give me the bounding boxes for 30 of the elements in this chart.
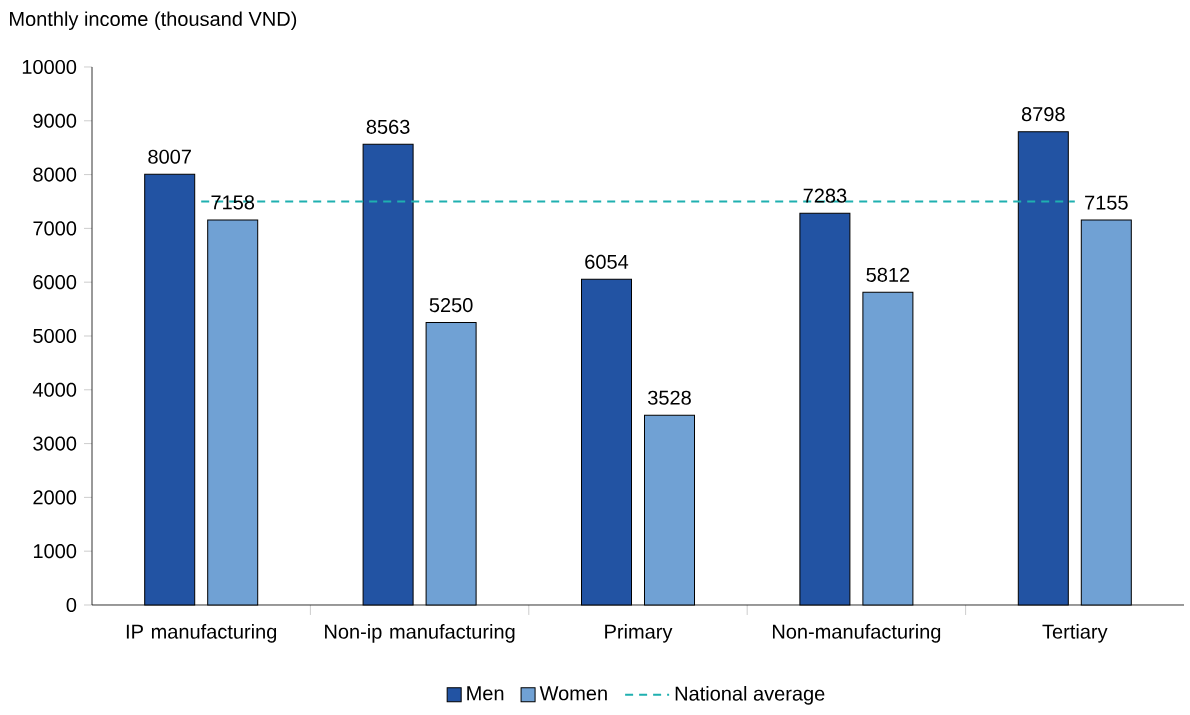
x-tick-label: IP manufacturing (126, 624, 277, 643)
x-tick-label: Primary (605, 624, 673, 643)
y-tick-label: 6000 (33, 275, 77, 290)
x-tick-label: Non-ip manufacturing (325, 624, 515, 643)
data-label: 8007 (148, 149, 191, 164)
y-tick-label: 8000 (33, 167, 77, 182)
y-tick-label: 4000 (32, 382, 77, 397)
y-tick-label: 10000 (22, 59, 77, 75)
x-tick-label: Non-manufacturing (772, 624, 941, 643)
data-label: 7283 (803, 188, 847, 203)
legend-label: Women (539, 686, 607, 701)
legend-label: Men (467, 686, 504, 701)
y-tick-label: 7000 (33, 221, 77, 236)
data-label: 8798 (1021, 107, 1065, 122)
y-tick-label: 1000 (33, 544, 77, 559)
data-label: 5250 (429, 297, 473, 313)
data-label: 3528 (648, 390, 691, 405)
y-tick-label: 3000 (33, 436, 77, 451)
data-label: 6054 (585, 254, 629, 269)
x-tick-label: Tertiary (1042, 624, 1108, 643)
y-tick-label: 9000 (33, 113, 77, 128)
y-tick-label: 5000 (33, 328, 77, 344)
data-label: 7158 (211, 195, 255, 210)
data-label: 7155 (1085, 195, 1128, 210)
data-label: 5812 (866, 267, 910, 282)
y-tick-label: 2000 (33, 490, 77, 505)
legend-label: National average (675, 686, 825, 705)
y-tick-label: 0 (66, 597, 77, 613)
data-label: 8563 (366, 119, 410, 134)
y-axis-title: Monthly income (thousand VND) (10, 11, 297, 31)
